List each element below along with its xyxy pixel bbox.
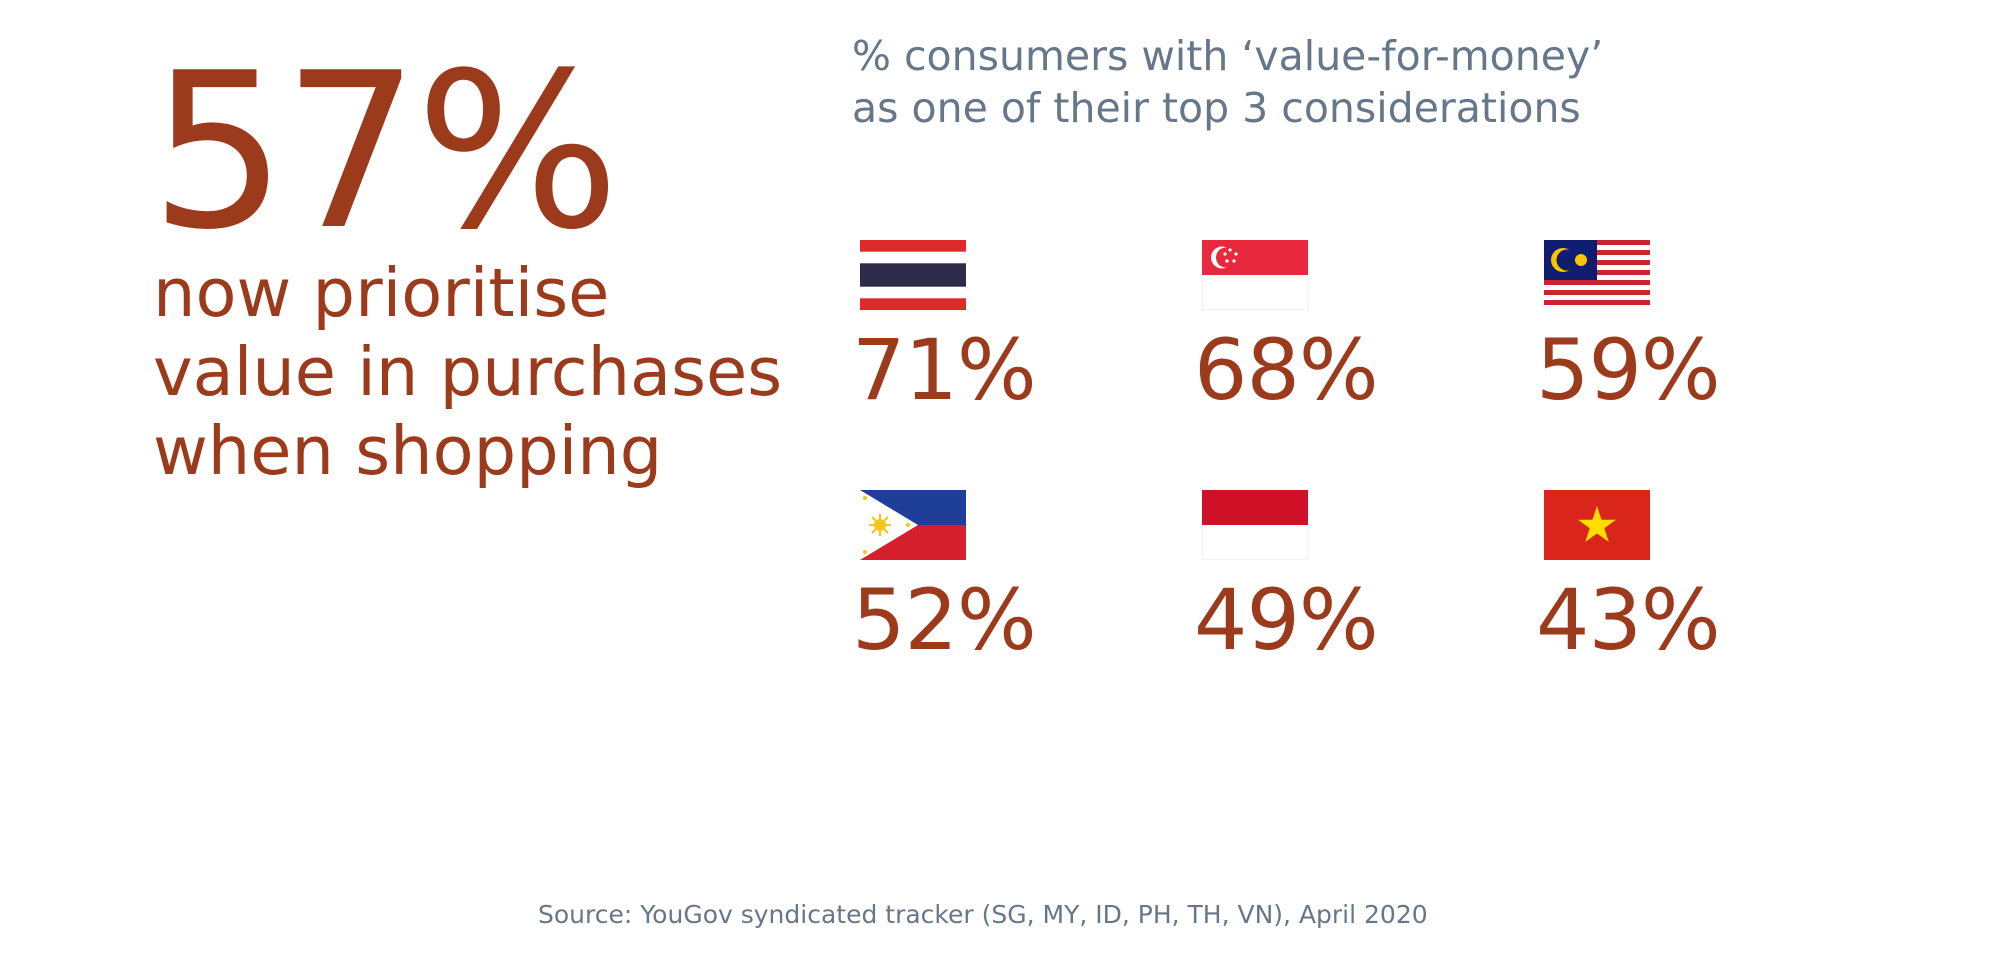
subtitle: % consumers with ‘value-for-money’ as on… [852, 30, 1603, 134]
country-stat-singapore: 68% [1194, 240, 1514, 460]
country-percentage: 49% [1194, 571, 1379, 669]
subtitle-line: % consumers with ‘value-for-money’ [852, 32, 1604, 80]
headline-stat: 57% [150, 26, 620, 277]
headline-line: when shopping [153, 412, 663, 490]
country-stat-indonesia: 49% [1194, 490, 1514, 710]
country-percentage: 43% [1536, 571, 1721, 669]
country-stat-thailand: 71% [852, 240, 1172, 460]
country-stat-vietnam: 43% [1536, 490, 1856, 710]
philippines-flag-icon [860, 490, 966, 560]
headline-line: now prioritise [153, 254, 610, 332]
country-stat-philippines: 52% [852, 490, 1172, 710]
headline-line: value in purchases [153, 333, 783, 411]
country-percentage: 59% [1536, 321, 1721, 419]
country-stat-malaysia: 59% [1536, 240, 1856, 460]
country-percentage: 52% [852, 571, 1037, 669]
subtitle-line: as one of their top 3 considerations [852, 84, 1581, 132]
headline-text: now prioritise value in purchases when s… [153, 254, 782, 491]
country-percentage: 71% [852, 321, 1037, 419]
country-percentage: 68% [1194, 321, 1379, 419]
thailand-flag-icon [860, 240, 966, 310]
malaysia-flag-icon [1544, 240, 1650, 310]
vietnam-flag-icon [1544, 490, 1650, 560]
indonesia-flag-icon [1202, 490, 1308, 560]
singapore-flag-icon [1202, 240, 1308, 310]
source-note: Source: YouGov syndicated tracker (SG, M… [538, 900, 1428, 929]
